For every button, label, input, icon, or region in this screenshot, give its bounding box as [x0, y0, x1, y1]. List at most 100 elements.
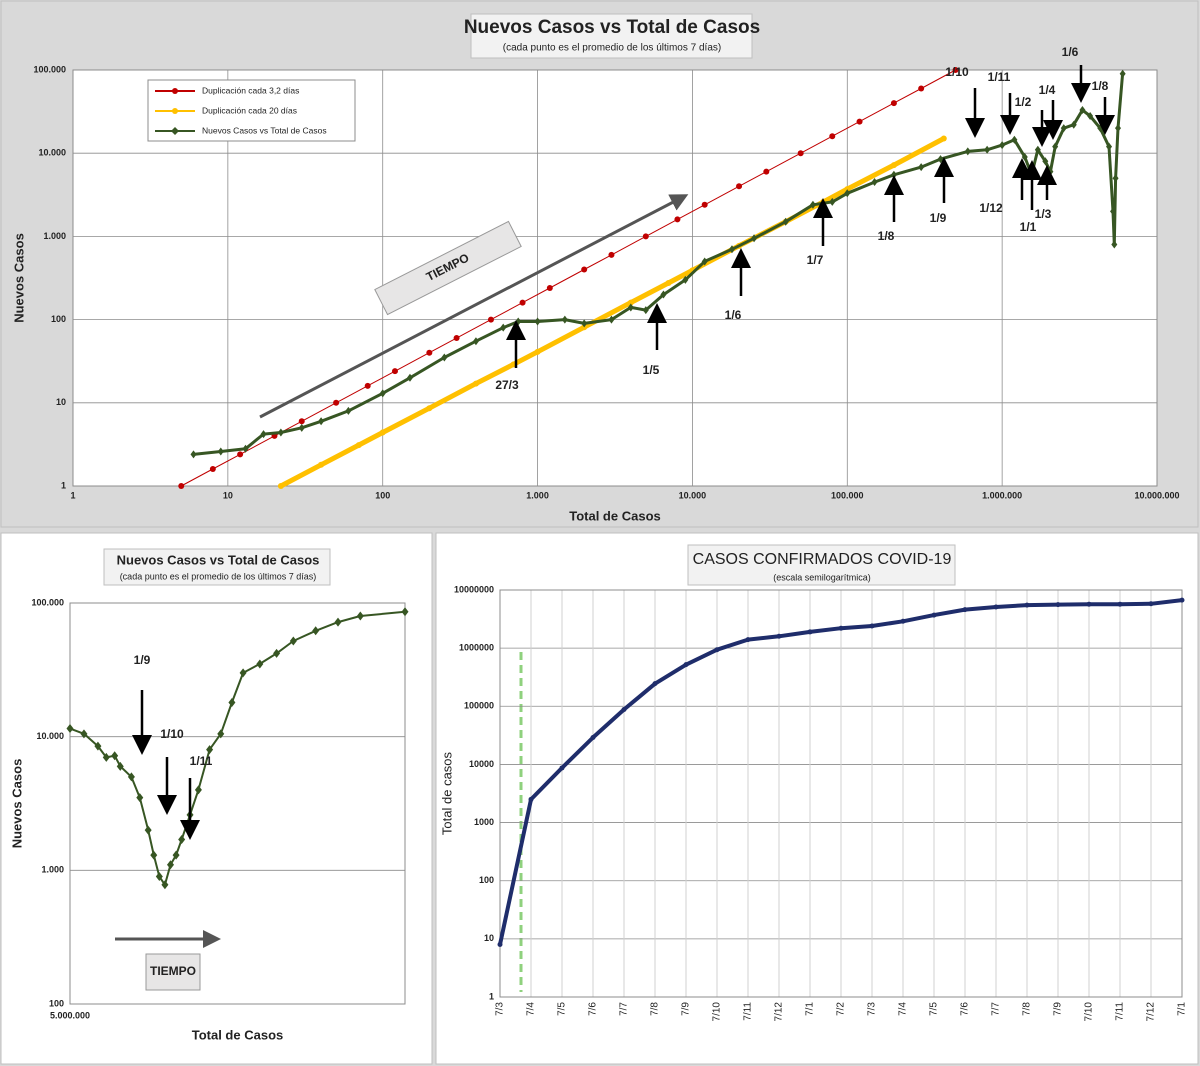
x-axis-label: Total de Casos — [569, 508, 661, 523]
x-tick-label: 7/5 — [557, 1002, 568, 1016]
x-axis-label: Total de Casos — [192, 1027, 284, 1042]
data-point — [228, 698, 236, 708]
data-point — [111, 751, 119, 761]
series-line — [180, 69, 956, 487]
data-point — [608, 251, 615, 258]
data-point — [453, 335, 460, 342]
y-tick-label: 100.000 — [33, 64, 66, 74]
x-tick-label: 7/11 — [1115, 1002, 1126, 1021]
y-tick-label: 10.000 — [38, 148, 66, 158]
data-point — [1110, 207, 1117, 216]
data-point — [1111, 240, 1118, 249]
data-point — [993, 604, 999, 610]
data-point — [318, 461, 325, 468]
data-point — [237, 451, 244, 458]
data-point — [1119, 69, 1126, 78]
y-axis-label: Total de casos — [439, 751, 454, 835]
annotation: 1/3 — [1035, 207, 1052, 221]
legend-label: Nuevos Casos vs Total de Casos — [202, 125, 327, 135]
y-tick-label: 10 — [484, 933, 494, 943]
data-point — [890, 100, 897, 107]
data-point — [472, 380, 479, 387]
x-tick-label: 7/1 — [805, 1002, 816, 1016]
annotation-box — [145, 953, 201, 991]
data-point — [345, 406, 352, 415]
x-tick-label: 100 — [375, 490, 390, 500]
x-tick-label: 7/5 — [929, 1002, 940, 1016]
data-point — [763, 168, 770, 175]
annotation: 1/8 — [1092, 79, 1109, 93]
data-point — [581, 266, 588, 273]
data-point — [844, 186, 851, 193]
data-point — [952, 67, 959, 73]
data-point — [581, 319, 588, 328]
annotation: 27/3 — [495, 378, 519, 392]
x-tick-label: 7/12 — [774, 1002, 785, 1022]
data-point — [206, 745, 214, 755]
x-tick-label: 7/2 — [836, 1002, 847, 1016]
data-point — [683, 662, 689, 668]
y-tick-label: 1000000 — [459, 643, 494, 653]
data-point — [356, 611, 364, 621]
data-point — [178, 483, 185, 489]
data-point — [964, 147, 971, 156]
x-tick-label: 7/6 — [960, 1002, 971, 1016]
annotation: 1/9 — [134, 653, 151, 667]
data-point — [500, 323, 507, 332]
title-box — [687, 544, 956, 586]
annotation-box — [374, 220, 522, 316]
x-tick-label: 10.000.000 — [1134, 490, 1179, 500]
x-tick-label: 7/3 — [867, 1002, 878, 1016]
data-point — [155, 871, 163, 881]
data-point — [242, 444, 249, 453]
x-tick-label: 7/3 — [495, 1002, 506, 1016]
annotation: 1/1 — [1020, 220, 1037, 234]
chart-subtitle: (cada punto es el promedio de los último… — [120, 571, 317, 581]
data-point — [682, 275, 689, 284]
annotation: 1/10 — [945, 65, 969, 79]
data-point — [519, 299, 526, 306]
x-tick-label: 5.000.000 — [50, 1010, 90, 1020]
x-tick-label: 7/7 — [991, 1002, 1002, 1016]
data-point — [94, 741, 102, 751]
data-point — [80, 729, 88, 739]
legend-marker — [172, 108, 178, 114]
data-point — [144, 825, 152, 835]
data-point — [497, 941, 503, 947]
data-point — [441, 353, 448, 362]
panel — [435, 532, 1199, 1065]
data-point — [406, 373, 413, 382]
data-point — [931, 612, 937, 618]
x-tick-label: 7/4 — [526, 1002, 537, 1016]
data-point — [701, 201, 708, 208]
data-point — [776, 633, 782, 639]
x-tick-label: 7/11 — [743, 1002, 754, 1021]
x-tick-label: 7/9 — [681, 1002, 692, 1016]
x-tick-label: 1.000 — [526, 490, 549, 500]
data-point — [1179, 597, 1185, 603]
annotation: 1/7 — [807, 253, 824, 267]
y-tick-label: 100.000 — [31, 597, 64, 607]
data-point — [534, 317, 541, 326]
data-point — [355, 442, 362, 449]
plot-frame — [69, 602, 406, 1005]
y-tick-label: 1 — [489, 991, 494, 1001]
data-point — [660, 290, 667, 299]
data-point — [797, 150, 804, 157]
annotation: 1/4 — [1039, 83, 1056, 97]
annotation: 1/11 — [988, 70, 1011, 84]
data-point — [1087, 111, 1094, 120]
data-point — [277, 428, 284, 437]
title-box — [103, 548, 331, 586]
data-point — [289, 636, 297, 646]
legend-label: Duplicación cada 3,2 días — [202, 85, 299, 95]
data-point — [1148, 601, 1154, 607]
chart-title: CASOS CONFIRMADOS COVID-19 — [693, 551, 952, 568]
legend-marker — [172, 88, 178, 94]
data-point — [472, 337, 479, 346]
data-point — [900, 618, 906, 624]
y-tick-label: 10000 — [469, 759, 494, 769]
data-point — [426, 349, 433, 356]
data-point — [962, 607, 968, 613]
